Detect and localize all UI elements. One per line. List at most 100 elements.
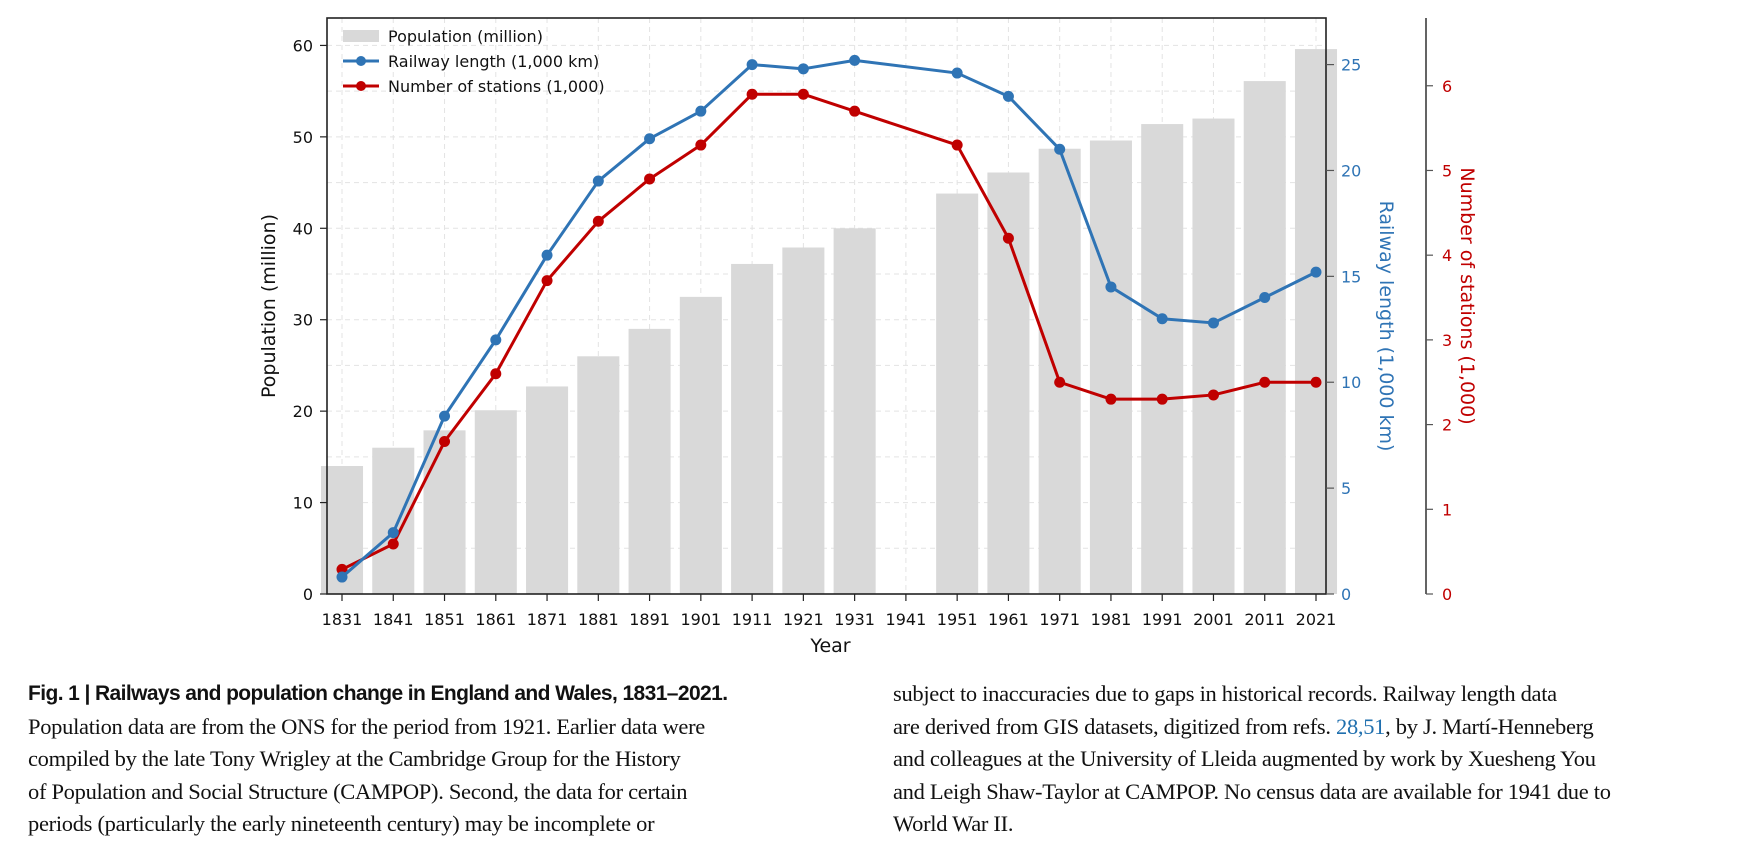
x-axis-tick-label: 1981 [1091, 610, 1132, 629]
railway-length-point-1921 [797, 63, 809, 75]
stations-axis-tick-label: 2 [1442, 416, 1452, 435]
population-bar-2021 [1294, 49, 1338, 595]
population-bar-1901 [679, 296, 722, 594]
reference-link-51[interactable]: 51 [1363, 713, 1386, 739]
stations-point-1851 [439, 436, 451, 448]
figure-caption-title: Fig. 1 | Railways and population change … [28, 682, 728, 705]
x-axis-tick-label: 1921 [783, 610, 824, 629]
population-bar-1881 [577, 356, 620, 594]
x-axis-tick-label: 1941 [886, 610, 927, 629]
plot-frame [326, 17, 1327, 595]
legend-label-railway-length: Railway length (1,000 km) [388, 52, 599, 71]
railway-axis-tick-label: 20 [1341, 161, 1361, 180]
stations-point-2011 [1259, 376, 1271, 388]
caption-line: compiled by the late Tony Wrigley at the… [28, 746, 681, 771]
stations-point-1841 [387, 538, 399, 550]
stations-axis-tick-label: 5 [1442, 161, 1452, 180]
population-bar-1841 [372, 447, 415, 594]
stations-point-1931 [849, 105, 861, 117]
railway-length-point-1861 [490, 334, 502, 346]
railway-axis-tick-label: 10 [1341, 373, 1361, 392]
left-axis-tick-label: 40 [293, 219, 313, 238]
x-axis-tick-label: 1841 [373, 610, 414, 629]
population-bar-1921 [782, 247, 825, 594]
railway-length-point-1841 [387, 527, 399, 539]
railway-length-point-2011 [1259, 292, 1271, 304]
railway-length-point-1981 [1105, 281, 1117, 293]
population-bar-1931 [833, 228, 876, 595]
stations-point-1891 [644, 173, 656, 185]
left-axis-tick-label: 20 [293, 402, 313, 421]
caption-line: subject to inaccuracies due to gaps in h… [893, 681, 1557, 706]
left-axis-title: Population (million) [258, 214, 280, 398]
legend-marker-railway-length [356, 56, 366, 66]
left-axis-tick-label: 10 [293, 494, 313, 513]
x-axis-tick-label: 2001 [1193, 610, 1234, 629]
caption-left-column: Fig. 1 | Railways and population change … [28, 678, 858, 841]
caption-line: of Population and Social Structure (CAMP… [28, 778, 688, 804]
caption-line: are derived from GIS datasets, digitized… [893, 711, 1723, 744]
x-axis-tick-label: 1871 [527, 610, 568, 629]
legend-marker-stations [356, 81, 366, 91]
caption-text: are derived from GIS datasets, digitized… [893, 713, 1336, 739]
railway-length-point-1991 [1156, 313, 1168, 325]
stations-point-2001 [1207, 389, 1219, 401]
left-axis-tick-label: 50 [293, 128, 313, 147]
caption-line: and Leigh Shaw-Taylor at CAMPOP. No cens… [893, 778, 1611, 804]
stations-point-1991 [1156, 393, 1168, 405]
x-axis-tick-label: 1901 [680, 610, 721, 629]
stations-point-1961 [1002, 232, 1014, 244]
population-bar-2001 [1192, 118, 1235, 595]
caption-line: periods (particularly the early nineteen… [28, 811, 655, 836]
stations-point-1881 [592, 215, 604, 227]
population-bar-1871 [526, 386, 569, 594]
caption-line: and colleagues at the University of Llei… [893, 746, 1596, 771]
railway-length-point-1911 [746, 59, 758, 71]
legend-label-population: Population (million) [388, 27, 543, 46]
stations-point-2021 [1310, 376, 1322, 388]
reference-separator: , [1357, 713, 1364, 739]
x-axis-tick-label: 1991 [1142, 610, 1183, 629]
legend-swatch-population [343, 30, 379, 42]
x-axis-tick-label: 1931 [834, 610, 875, 629]
x-axis-tick-label: 1831 [322, 610, 363, 629]
left-axis-tick-label: 30 [293, 311, 313, 330]
caption-line: World War II. [893, 811, 1014, 836]
reference-link-28[interactable]: 28 [1336, 713, 1358, 739]
x-axis-tick-label: 1911 [732, 610, 773, 629]
stations-point-1901 [695, 139, 707, 151]
stations-point-1831 [336, 563, 348, 575]
population-bar-1951 [936, 193, 979, 595]
x-axis-tick-label: 1851 [424, 610, 465, 629]
railway-axis-tick-label: 25 [1341, 56, 1361, 75]
stations-axis-tick-label: 6 [1442, 77, 1452, 96]
stations-axis-title: Number of stations (1,000) [1456, 167, 1478, 424]
population-bar-2011 [1243, 81, 1286, 595]
left-axis-tick-label: 0 [303, 585, 313, 604]
railway-axis-tick-label: 0 [1341, 585, 1351, 604]
population-bar-1971 [1038, 148, 1081, 594]
railway-length-point-2001 [1207, 317, 1219, 329]
population-bar-1911 [731, 263, 774, 594]
x-axis-tick-label: 2021 [1296, 610, 1337, 629]
stations-axis-tick-label: 4 [1442, 246, 1452, 265]
population-bar-1851 [423, 430, 466, 594]
population-bars [320, 49, 1338, 595]
railway-length-point-1851 [439, 410, 451, 422]
caption-right-column: subject to inaccuracies due to gaps in h… [893, 678, 1723, 841]
stations-point-1861 [490, 368, 502, 380]
railway-length-point-1901 [695, 105, 707, 117]
railway-length-point-1961 [1002, 90, 1014, 102]
railway-length-point-1971 [1054, 143, 1066, 155]
railway-length-point-1931 [849, 54, 861, 66]
population-bar-1891 [628, 328, 671, 594]
stations-axis-tick-label: 1 [1442, 500, 1452, 519]
caption-line: Population data are from the ONS for the… [28, 713, 705, 739]
railway-length-point-1871 [541, 249, 553, 261]
stations-point-1981 [1105, 393, 1117, 405]
series-lines [336, 54, 1322, 583]
railway-length-point-1951 [951, 67, 963, 79]
railway-length-point-1881 [592, 175, 604, 187]
x-axis-tick-label: 2011 [1244, 610, 1285, 629]
